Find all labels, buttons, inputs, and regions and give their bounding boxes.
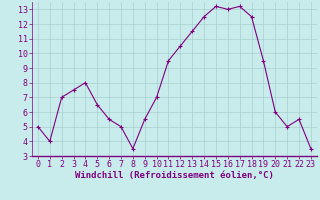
X-axis label: Windchill (Refroidissement éolien,°C): Windchill (Refroidissement éolien,°C) xyxy=(75,171,274,180)
